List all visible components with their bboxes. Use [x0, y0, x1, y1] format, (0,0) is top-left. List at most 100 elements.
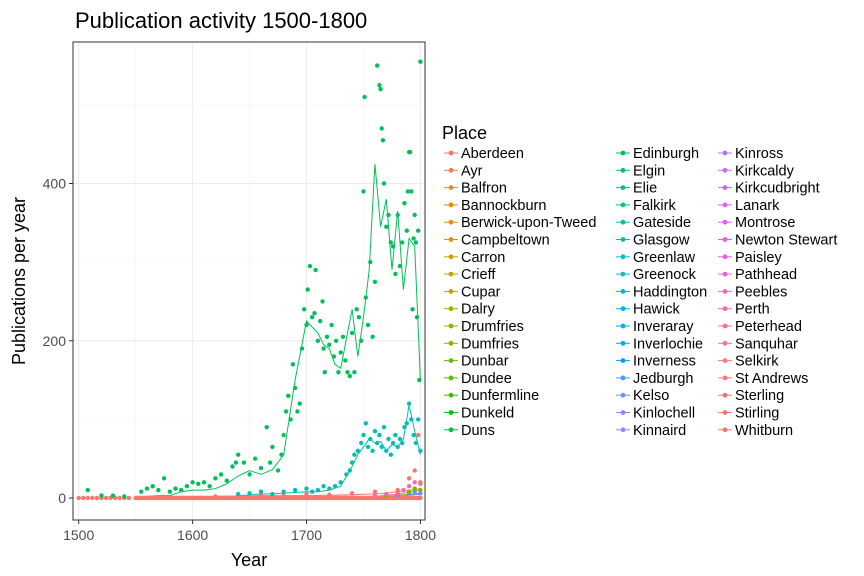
data-point — [395, 491, 400, 496]
legend-key-point — [722, 202, 728, 208]
data-point — [327, 342, 332, 347]
data-point — [405, 189, 411, 194]
legend-key-point — [722, 358, 728, 363]
data-point — [327, 492, 332, 497]
baseline-point — [126, 495, 132, 501]
legend-item: Ayr — [444, 163, 483, 179]
legend-item: Haddington — [616, 284, 707, 300]
data-point — [345, 370, 350, 375]
legend-key-point — [620, 306, 626, 312]
legend-label: Newton Stewart — [735, 233, 837, 249]
data-point — [304, 322, 309, 328]
data-point — [283, 409, 289, 414]
legend-item: Hawick — [616, 302, 680, 318]
data-point — [264, 425, 269, 430]
legend-item: Duns — [444, 423, 495, 439]
data-point — [377, 432, 382, 438]
data-point — [390, 440, 396, 446]
data-point — [370, 334, 375, 339]
legend-item: Sanquhar — [718, 336, 798, 352]
data-point — [213, 476, 218, 481]
legend-item: Cupar — [444, 284, 501, 300]
data-point — [290, 362, 296, 367]
chart-title: Publication activity 1500-1800 — [75, 8, 367, 33]
legend-item: Kinnaird — [616, 423, 686, 439]
data-point — [361, 189, 366, 194]
data-point — [307, 263, 313, 269]
legend-label: Dumfries — [461, 336, 519, 352]
legend-label: Elie — [633, 181, 657, 197]
data-point — [412, 486, 417, 491]
data-point — [318, 318, 323, 324]
legend-key-point — [448, 358, 454, 363]
x-tick-label: 1800 — [405, 527, 436, 543]
legend-item: Stirling — [718, 406, 779, 422]
data-point — [378, 87, 383, 92]
legend-item: Greenock — [616, 267, 697, 283]
legend-item: Jedburgh — [616, 371, 693, 387]
data-point — [411, 236, 416, 241]
data-point — [292, 385, 298, 391]
y-tick-label: 400 — [43, 176, 67, 192]
legend-item: Bannockburn — [444, 198, 546, 214]
plot-border — [72, 41, 426, 521]
data-point — [368, 436, 373, 442]
data-point — [295, 409, 300, 414]
data-point — [406, 401, 412, 406]
legend-key-point — [722, 150, 728, 156]
data-point — [395, 212, 400, 218]
data-point — [349, 460, 355, 465]
data-point — [258, 465, 264, 471]
legend-item: Perth — [718, 302, 770, 318]
data-point — [416, 417, 421, 422]
legend-key-point — [448, 289, 454, 294]
legend-item: Sterling — [718, 388, 784, 404]
legend-label: Dunbar — [461, 354, 509, 370]
data-point — [409, 417, 414, 422]
data-point — [224, 478, 229, 483]
legend-key-point — [620, 219, 626, 225]
legend-label: Crieff — [461, 267, 496, 283]
series-line — [238, 405, 421, 497]
data-point — [397, 263, 403, 269]
data-point — [372, 429, 378, 434]
data-point — [179, 487, 184, 493]
data-point — [304, 486, 309, 491]
data-point — [355, 448, 360, 453]
data-point — [409, 189, 414, 194]
legend-label: Duns — [461, 423, 495, 439]
data-point — [365, 444, 371, 450]
data-point — [207, 484, 212, 489]
legend-item: Paisley — [718, 250, 782, 266]
data-point — [368, 259, 373, 265]
data-point — [380, 138, 386, 143]
data-point — [241, 460, 247, 465]
legend-item: Newton Stewart — [718, 233, 837, 249]
data-point — [395, 487, 400, 493]
y-tick-label: 0 — [58, 490, 66, 506]
y-axis-label: Publications per year — [9, 197, 29, 365]
data-point — [167, 489, 172, 494]
plot-area — [72, 41, 426, 521]
data-point — [413, 440, 419, 446]
data-point — [384, 224, 389, 229]
data-point — [410, 307, 415, 312]
data-point — [347, 373, 352, 379]
legend-item: St Andrews — [718, 371, 808, 387]
legend-key-point — [448, 271, 454, 277]
legend-item: Lanark — [718, 198, 780, 214]
legend-label: Falkirk — [633, 198, 676, 214]
data-point — [418, 491, 423, 496]
legend-key-point — [448, 150, 454, 156]
legend-label: Peterhead — [735, 319, 802, 335]
y-tick-label: 200 — [43, 333, 67, 349]
legend-item: Dalry — [444, 302, 496, 318]
data-point — [315, 338, 321, 343]
legend-label: Hawick — [633, 302, 680, 318]
data-point — [375, 63, 380, 68]
data-point — [352, 452, 357, 457]
legend-item: Dumfries — [444, 336, 519, 352]
data-point — [310, 315, 315, 320]
data-point — [313, 267, 318, 273]
